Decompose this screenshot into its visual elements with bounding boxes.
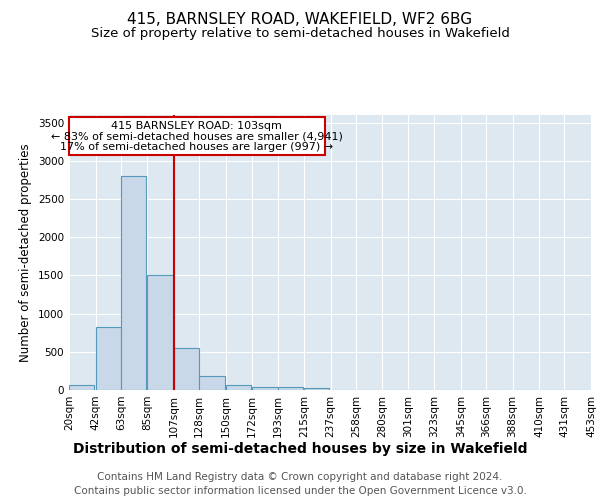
Bar <box>69 385 94 390</box>
Text: ← 83% of semi-detached houses are smaller (4,941): ← 83% of semi-detached houses are smalle… <box>51 131 343 141</box>
Bar <box>174 348 199 390</box>
Bar <box>121 176 146 390</box>
Bar <box>304 388 329 390</box>
Bar <box>199 376 224 390</box>
Bar <box>226 385 251 390</box>
Bar <box>278 388 303 390</box>
Text: Contains public sector information licensed under the Open Government Licence v3: Contains public sector information licen… <box>74 486 526 496</box>
Text: Size of property relative to semi-detached houses in Wakefield: Size of property relative to semi-detach… <box>91 28 509 40</box>
Text: Distribution of semi-detached houses by size in Wakefield: Distribution of semi-detached houses by … <box>73 442 527 456</box>
Text: 17% of semi-detached houses are larger (997) →: 17% of semi-detached houses are larger (… <box>60 142 334 152</box>
Text: 415, BARNSLEY ROAD, WAKEFIELD, WF2 6BG: 415, BARNSLEY ROAD, WAKEFIELD, WF2 6BG <box>127 12 473 28</box>
Text: Contains HM Land Registry data © Crown copyright and database right 2024.: Contains HM Land Registry data © Crown c… <box>97 472 503 482</box>
Bar <box>252 386 278 390</box>
Text: 415 BARNSLEY ROAD: 103sqm: 415 BARNSLEY ROAD: 103sqm <box>112 121 282 131</box>
Y-axis label: Number of semi-detached properties: Number of semi-detached properties <box>19 143 32 362</box>
Bar <box>148 276 173 390</box>
Bar <box>95 326 121 390</box>
FancyBboxPatch shape <box>69 116 325 156</box>
